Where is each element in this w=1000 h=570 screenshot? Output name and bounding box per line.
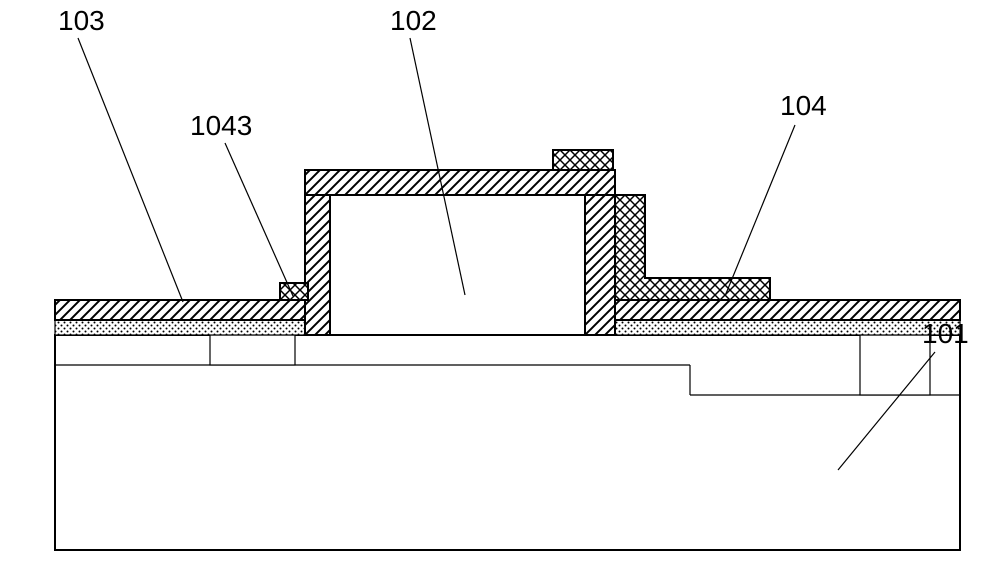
svg-text:102: 102 [390,5,437,36]
svg-text:103: 103 [58,5,105,36]
svg-text:104: 104 [780,90,827,121]
svg-text:1043: 1043 [190,110,252,141]
svg-text:101: 101 [922,318,969,349]
